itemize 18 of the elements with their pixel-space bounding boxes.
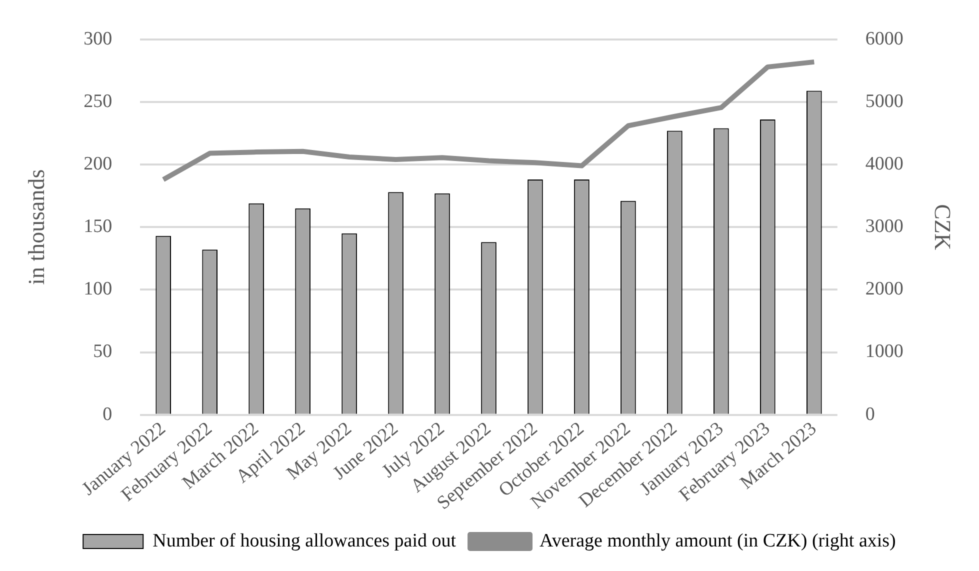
y2-tick-label: 6000: [865, 28, 904, 50]
y2-tick-label: 4000: [865, 154, 904, 175]
y-axis-title: in thousands: [24, 169, 49, 285]
y2-tick-label: 2000: [865, 278, 904, 300]
y2-tick-label: 5000: [865, 90, 904, 112]
y2-tick-label: 1000: [865, 341, 904, 362]
y-tick-label: 50: [93, 341, 112, 362]
y-tick-label: 100: [84, 278, 112, 300]
y-tick-label: 150: [84, 216, 112, 238]
y2-tick-label: 0: [865, 404, 875, 425]
y2-tick-label: 3000: [865, 216, 904, 238]
legend-label: Average monthly amount (in CZK) (right axis): [540, 530, 896, 552]
y-tick-label: 250: [84, 90, 112, 112]
y2-axis-title: CZK: [930, 204, 956, 251]
y-tick-label: 300: [84, 28, 112, 50]
legend-label: Number of housing allowances paid out: [152, 530, 457, 552]
y-tick-label: 0: [102, 404, 112, 425]
y-tick-label: 200: [84, 154, 112, 175]
